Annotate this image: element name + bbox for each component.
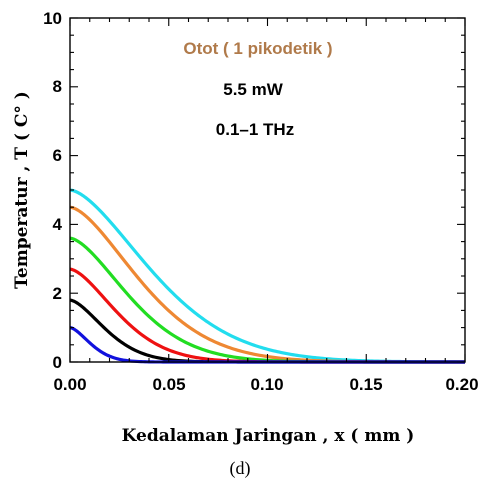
- y-tick-label: 8: [53, 77, 62, 96]
- x-tick-label: 0.15: [349, 375, 382, 394]
- x-tick-labels: 0.00 0.05 0.10 0.15 0.20: [53, 375, 478, 394]
- series-layer: [69, 188, 466, 364]
- y-axis-title: Temperatur , T ( C° ): [12, 91, 32, 289]
- plot-frame: [69, 17, 466, 363]
- y-tick-label: 0: [53, 353, 62, 372]
- x-tick-label: 0.00: [53, 375, 86, 394]
- x-tick-label: 0.05: [152, 375, 185, 394]
- annotation-frequency: 0.1–1 THz: [216, 120, 294, 139]
- y-tick-label: 2: [53, 284, 62, 303]
- y-tick-labels: 0 2 4 6 8 10: [43, 9, 62, 372]
- ticks-layer: [69, 17, 466, 363]
- figure-caption: (d): [230, 458, 251, 479]
- annotation-tissue: Otot ( 1 pikodetik ): [183, 39, 332, 58]
- x-axis-title: Kedalaman Jaringan , x ( mm ): [122, 426, 415, 446]
- y-tick-label: 6: [53, 146, 62, 165]
- series-line-4: [69, 298, 465, 364]
- y-tick-label: 10: [43, 9, 62, 28]
- annotation-power: 5.5 mW: [223, 80, 283, 99]
- series-line-2: [69, 236, 465, 364]
- x-tick-label: 0.10: [250, 375, 283, 394]
- x-tick-label: 0.20: [445, 375, 478, 394]
- y-tick-label: 4: [53, 215, 63, 234]
- series-line-0: [69, 188, 466, 364]
- series-line-1: [69, 205, 465, 364]
